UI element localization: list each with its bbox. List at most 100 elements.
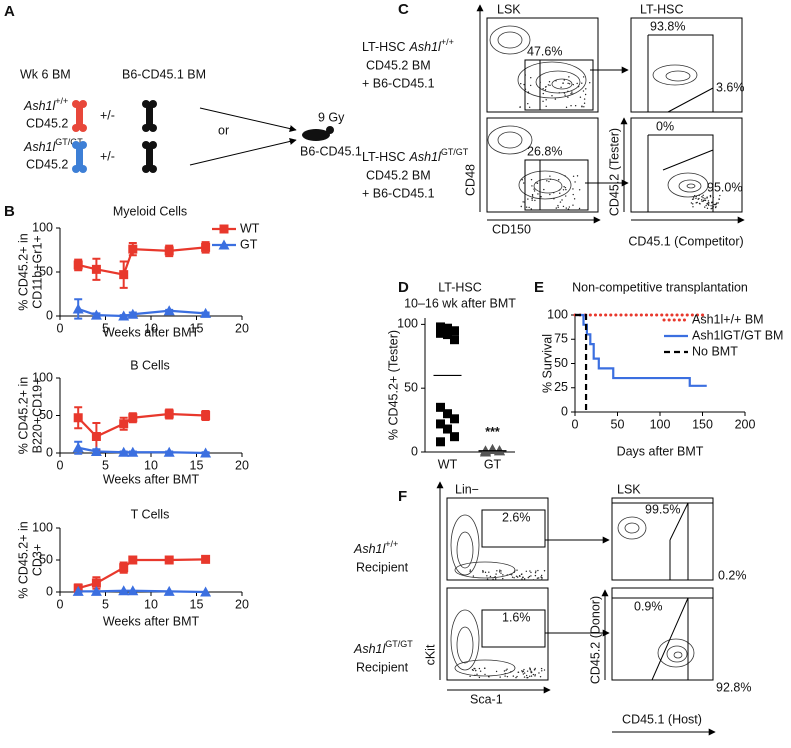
event-dot bbox=[543, 669, 546, 671]
gate-percent: 1.6% bbox=[502, 610, 531, 624]
event-dot bbox=[582, 76, 585, 78]
event-dot bbox=[530, 77, 532, 79]
marker bbox=[200, 447, 212, 458]
event-dot bbox=[719, 194, 721, 197]
x-tick-label: 10 bbox=[144, 597, 158, 611]
event-dot bbox=[499, 569, 501, 571]
event-dot bbox=[565, 195, 567, 197]
event-dot bbox=[699, 203, 701, 205]
genotype: LT-HSC Ash1l+/+ bbox=[362, 37, 454, 54]
y-tick-label: 50 bbox=[404, 380, 418, 394]
event-dot bbox=[469, 570, 471, 573]
event-dot bbox=[521, 576, 524, 579]
event-dot bbox=[544, 86, 547, 88]
chart-subtitle: 10–16 wk after BMT bbox=[404, 296, 516, 310]
event-dot bbox=[589, 82, 591, 84]
marker bbox=[118, 446, 130, 457]
label: Recipient bbox=[356, 660, 409, 674]
x-tick-label: 15 bbox=[190, 321, 204, 335]
event-dot bbox=[711, 201, 713, 203]
event-dot bbox=[472, 669, 474, 672]
x-tick-label: 20 bbox=[235, 458, 249, 472]
axis-title: CD150 bbox=[492, 222, 531, 236]
event-dot bbox=[704, 199, 707, 202]
event-dot bbox=[502, 574, 504, 576]
event-dot bbox=[538, 672, 540, 674]
label: + B6-CD45.1 bbox=[362, 76, 435, 90]
event-dot bbox=[698, 194, 700, 197]
label: + B6-CD45.1 bbox=[362, 186, 435, 200]
event-dot bbox=[486, 578, 489, 580]
event-dot bbox=[542, 92, 544, 95]
event-dot bbox=[474, 668, 476, 670]
event-dot bbox=[523, 672, 526, 674]
event-dot bbox=[713, 203, 716, 206]
legend-label: Ash1l+/+ BM bbox=[692, 312, 764, 326]
panel-c: LSK LT-HSC LT-HSC Ash1l+/+ CD45.2 BM + B6… bbox=[362, 2, 745, 248]
event-dot bbox=[706, 203, 708, 205]
bone bbox=[72, 100, 87, 132]
event-dot bbox=[534, 574, 537, 577]
event-dot bbox=[503, 670, 506, 672]
marker bbox=[91, 432, 101, 441]
event-dot bbox=[557, 206, 559, 208]
event-dot bbox=[572, 193, 574, 196]
event-dot bbox=[504, 672, 506, 675]
marker bbox=[219, 224, 229, 234]
event-dot bbox=[515, 575, 518, 577]
marker bbox=[201, 242, 211, 252]
event-dot bbox=[583, 98, 586, 100]
x-tick-label: 0 bbox=[57, 597, 64, 611]
event-dot bbox=[529, 667, 531, 669]
event-dot bbox=[574, 181, 576, 183]
x-tick-label: 5 bbox=[102, 597, 109, 611]
gene: Ash1l bbox=[409, 150, 442, 164]
event-dot bbox=[500, 572, 502, 574]
event-dot bbox=[511, 574, 513, 576]
marker bbox=[201, 554, 211, 564]
x-tick-label: GT bbox=[484, 457, 502, 471]
marker bbox=[119, 419, 129, 429]
y-tick-label: 100 bbox=[32, 520, 53, 534]
gate-percent: 26.8% bbox=[527, 144, 562, 158]
event-dot bbox=[549, 193, 551, 196]
chart-title: LT-HSC bbox=[438, 280, 482, 294]
series-line bbox=[575, 313, 707, 387]
event-dot bbox=[578, 189, 581, 191]
panel-label: B bbox=[4, 203, 15, 220]
event-dot bbox=[558, 179, 560, 181]
event-dot bbox=[519, 575, 521, 578]
gate-percent: 95.0% bbox=[707, 180, 742, 194]
event-dot bbox=[495, 573, 497, 575]
allele: +/+ bbox=[385, 539, 398, 549]
event-dot bbox=[537, 577, 540, 579]
series-line bbox=[575, 313, 588, 412]
event-dot bbox=[505, 669, 507, 671]
event-dot bbox=[559, 201, 562, 203]
event-dot bbox=[500, 570, 502, 572]
x-tick-label: 5 bbox=[102, 458, 109, 472]
bone bbox=[142, 141, 157, 173]
x-tick-label: WT bbox=[438, 457, 458, 471]
event-dot bbox=[535, 570, 537, 572]
x-tick-label: 20 bbox=[235, 597, 249, 611]
chart-title: B Cells bbox=[130, 358, 170, 372]
event-dot bbox=[488, 571, 490, 573]
event-dot bbox=[705, 204, 707, 207]
event-dot bbox=[546, 180, 548, 182]
marker bbox=[443, 323, 452, 333]
event-dot bbox=[706, 207, 709, 210]
x-axis-title: Days after BMT bbox=[617, 444, 704, 458]
event-dot bbox=[701, 200, 703, 203]
event-dot bbox=[486, 575, 488, 577]
event-dot bbox=[692, 206, 694, 208]
axis-title: CD48 bbox=[463, 164, 477, 196]
event-dot bbox=[553, 198, 555, 200]
x-tick-label: 15 bbox=[190, 458, 204, 472]
event-dot bbox=[524, 88, 527, 90]
event-dot bbox=[695, 195, 697, 198]
event-dot bbox=[514, 570, 516, 572]
event-dot bbox=[543, 188, 545, 191]
event-dot bbox=[516, 569, 518, 571]
gate bbox=[612, 597, 714, 681]
